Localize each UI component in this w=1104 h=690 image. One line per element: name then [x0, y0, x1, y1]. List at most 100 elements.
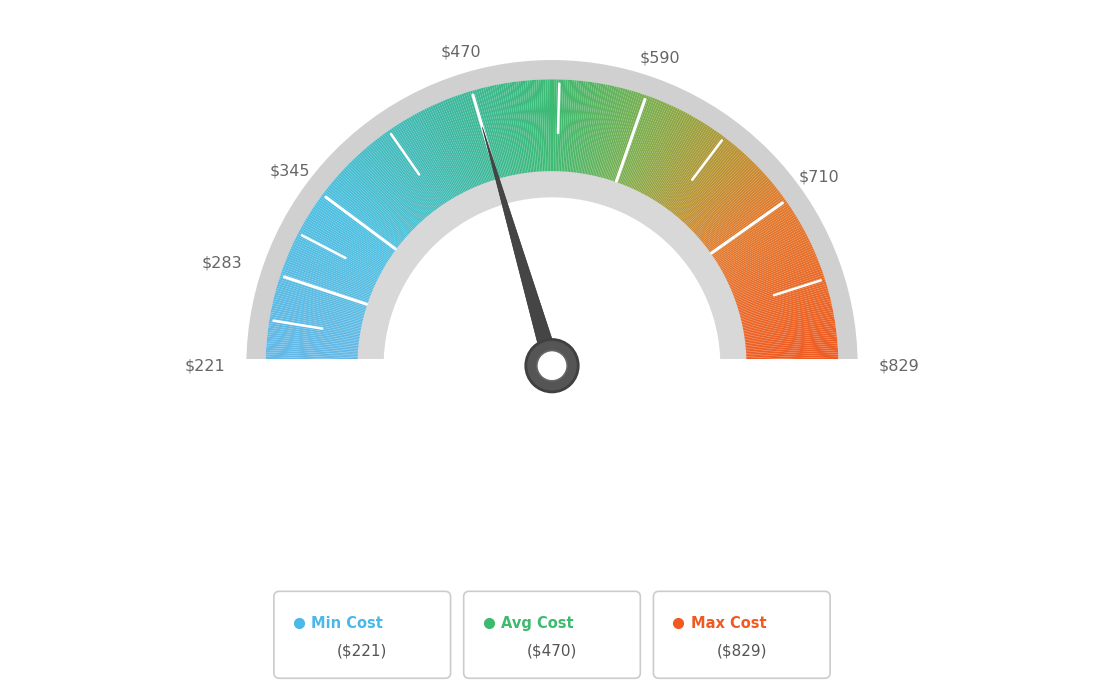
Wedge shape: [673, 155, 749, 235]
Wedge shape: [370, 144, 438, 228]
Wedge shape: [268, 323, 374, 340]
Wedge shape: [618, 99, 659, 199]
Wedge shape: [711, 232, 806, 283]
Wedge shape: [523, 81, 535, 187]
Circle shape: [537, 351, 567, 381]
Wedge shape: [731, 361, 838, 364]
Wedge shape: [555, 79, 559, 186]
Wedge shape: [693, 190, 779, 257]
Wedge shape: [266, 359, 373, 363]
Wedge shape: [725, 290, 829, 319]
Wedge shape: [590, 86, 615, 190]
Wedge shape: [605, 92, 638, 195]
Wedge shape: [598, 89, 627, 193]
Wedge shape: [295, 238, 392, 287]
Wedge shape: [319, 197, 407, 262]
Wedge shape: [496, 84, 519, 190]
Wedge shape: [563, 80, 572, 187]
Wedge shape: [266, 346, 373, 355]
Wedge shape: [591, 86, 617, 191]
Text: $221: $221: [184, 358, 225, 373]
Wedge shape: [291, 246, 389, 292]
Wedge shape: [731, 364, 838, 366]
Wedge shape: [677, 160, 753, 238]
Wedge shape: [464, 92, 498, 195]
Wedge shape: [720, 264, 820, 304]
Wedge shape: [624, 103, 668, 201]
Text: $710: $710: [798, 170, 839, 185]
Wedge shape: [577, 82, 595, 188]
Wedge shape: [500, 83, 521, 189]
Wedge shape: [729, 317, 835, 336]
Wedge shape: [687, 177, 768, 248]
Wedge shape: [726, 297, 830, 324]
Wedge shape: [639, 116, 694, 210]
Wedge shape: [312, 206, 403, 267]
Wedge shape: [418, 112, 469, 207]
Wedge shape: [414, 114, 467, 208]
Wedge shape: [729, 321, 835, 339]
Wedge shape: [669, 148, 740, 230]
Wedge shape: [721, 268, 822, 306]
Wedge shape: [688, 178, 769, 249]
Wedge shape: [447, 99, 487, 199]
Wedge shape: [699, 201, 787, 264]
Wedge shape: [384, 132, 448, 221]
Wedge shape: [713, 241, 811, 289]
Wedge shape: [277, 282, 381, 315]
Wedge shape: [629, 108, 678, 205]
Wedge shape: [573, 81, 588, 188]
Wedge shape: [550, 79, 552, 186]
Wedge shape: [485, 87, 511, 191]
Wedge shape: [505, 83, 524, 189]
Wedge shape: [358, 171, 746, 366]
Wedge shape: [715, 248, 814, 293]
Wedge shape: [283, 266, 384, 305]
Wedge shape: [445, 99, 486, 199]
Wedge shape: [700, 203, 789, 265]
Wedge shape: [443, 100, 485, 200]
Wedge shape: [276, 288, 380, 318]
Wedge shape: [705, 216, 797, 273]
Wedge shape: [679, 164, 756, 240]
Wedge shape: [567, 81, 578, 187]
Wedge shape: [268, 328, 374, 343]
Wedge shape: [412, 115, 466, 209]
Wedge shape: [364, 148, 435, 230]
Wedge shape: [302, 224, 396, 278]
Wedge shape: [344, 166, 423, 242]
Wedge shape: [294, 239, 391, 288]
Wedge shape: [730, 326, 836, 342]
Wedge shape: [548, 79, 551, 186]
Wedge shape: [453, 97, 491, 197]
Wedge shape: [596, 88, 625, 193]
Wedge shape: [723, 279, 826, 313]
Wedge shape: [731, 341, 838, 352]
Wedge shape: [729, 312, 834, 333]
Wedge shape: [266, 341, 373, 352]
Wedge shape: [587, 85, 611, 190]
Wedge shape: [711, 234, 807, 284]
Wedge shape: [580, 83, 599, 189]
Wedge shape: [266, 357, 373, 362]
Wedge shape: [355, 155, 431, 235]
Wedge shape: [379, 137, 444, 223]
Wedge shape: [436, 103, 480, 201]
Wedge shape: [627, 106, 673, 204]
Wedge shape: [275, 293, 379, 321]
Wedge shape: [716, 250, 815, 295]
Wedge shape: [680, 165, 757, 241]
Wedge shape: [713, 239, 810, 288]
Wedge shape: [722, 273, 824, 309]
Wedge shape: [622, 102, 666, 201]
Wedge shape: [466, 92, 499, 195]
Wedge shape: [354, 157, 429, 236]
Wedge shape: [675, 157, 750, 236]
Wedge shape: [670, 150, 742, 231]
Wedge shape: [729, 319, 835, 337]
Wedge shape: [315, 203, 404, 265]
Wedge shape: [635, 112, 686, 207]
Wedge shape: [617, 99, 657, 199]
Wedge shape: [266, 364, 373, 366]
Wedge shape: [664, 141, 731, 226]
